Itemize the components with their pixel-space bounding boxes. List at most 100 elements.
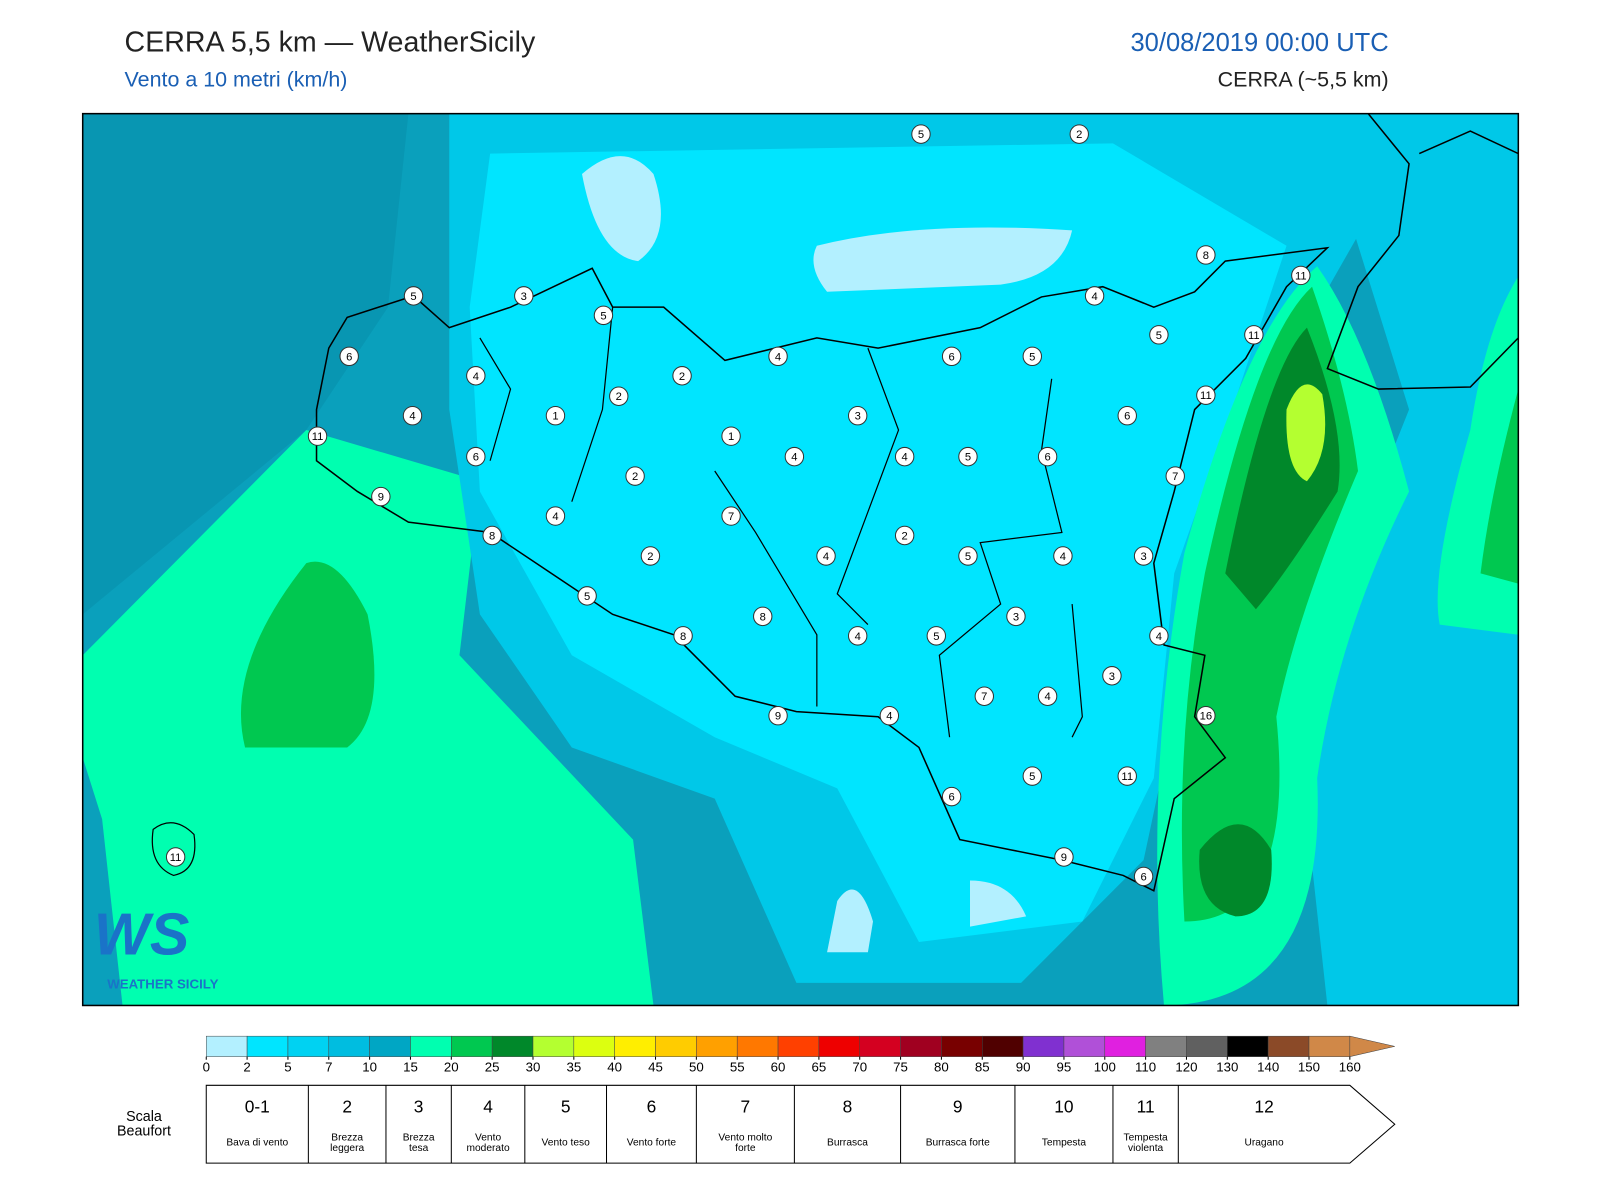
station-value: 8 [760, 611, 766, 623]
title: CERRA 5,5 km — WeatherSicily [125, 27, 536, 59]
field-dark-green [1199, 824, 1272, 917]
field-teal [82, 757, 123, 1006]
beaufort-name: Vento teso [542, 1137, 591, 1148]
station-marker [609, 386, 629, 406]
station: 4 [784, 446, 805, 467]
station-value: 4 [855, 631, 861, 643]
station-marker [1196, 705, 1216, 726]
colorbar: 0 2 5 7 10 15 20 25 30 35 40 45 50 55 60 65 70 75 80 85 90 95… [203, 1035, 1395, 1074]
station-value: 2 [616, 391, 622, 403]
station-value: 4 [775, 351, 781, 363]
station-marker [721, 426, 741, 446]
station-value: 3 [855, 411, 861, 423]
station-value: 5 [933, 631, 939, 643]
colorbar-segment [1145, 1035, 1187, 1057]
subtitle: Vento a 10 metri (km/h) [125, 68, 348, 92]
colorbar-segment [859, 1035, 901, 1057]
station-marker [926, 626, 947, 646]
field-calm [970, 880, 1027, 927]
beaufort-name: Uragano [1244, 1137, 1283, 1148]
station-marker [307, 426, 328, 446]
station-marker [847, 405, 868, 426]
beaufort-force: 6 [647, 1096, 657, 1116]
beaufort-title: Scala Beaufort [117, 1109, 171, 1139]
station-marker [911, 124, 931, 144]
station-value: 11 [312, 431, 324, 443]
colorbar-tick-label: 130 [1216, 1059, 1238, 1074]
station: 3 [514, 286, 534, 306]
station-value: 6 [1140, 871, 1146, 883]
colorbar-segment [410, 1035, 452, 1057]
station-marker [1196, 385, 1216, 405]
station: 5 [958, 546, 978, 566]
station: 2 [609, 386, 629, 406]
beaufort-force: 10 [1054, 1096, 1073, 1116]
station-value: 1 [552, 411, 558, 423]
station-marker [1022, 346, 1042, 367]
colorbar-segment [1227, 1035, 1269, 1057]
colorbar-tick-label: 75 [893, 1059, 908, 1074]
station-value: 5 [1029, 771, 1035, 783]
station-marker [941, 346, 962, 367]
beaufort-name: Brezza tesa [403, 1132, 435, 1153]
station: 1 [721, 426, 741, 446]
station: 2 [894, 525, 915, 546]
station-value: 5 [1156, 330, 1162, 342]
field-yellow [1286, 384, 1326, 482]
station: 4 [1037, 686, 1058, 706]
station-value: 3 [1140, 551, 1146, 563]
station: 6 [941, 346, 962, 367]
station-value: 6 [473, 452, 479, 464]
colorbar-tick-label: 40 [607, 1059, 622, 1074]
station-value: 5 [918, 129, 924, 141]
station: 2 [1069, 124, 1089, 144]
station-value: 6 [949, 792, 955, 804]
beaufort-name: Tempesta violenta [1124, 1132, 1169, 1153]
station-marker [879, 705, 900, 726]
station-value: 5 [1029, 351, 1035, 363]
beaufort-name: Bava di vento [226, 1137, 288, 1148]
beaufort-force: 7 [741, 1096, 751, 1116]
coastline-calabria [1326, 113, 1519, 390]
station-marker [1117, 766, 1137, 786]
station: 9 [768, 705, 788, 726]
station-marker [672, 366, 692, 386]
station-value: 3 [1013, 611, 1019, 623]
station-value: 9 [378, 492, 384, 504]
colorbar-segment [532, 1035, 575, 1057]
station-marker [545, 506, 566, 526]
colorbar-tick-label: 90 [1016, 1059, 1031, 1074]
beaufort-force: 8 [843, 1096, 853, 1116]
colorbar-tick-label: 20 [444, 1059, 459, 1074]
station-value: 4 [902, 452, 908, 464]
station: 4 [466, 366, 486, 386]
station-marker [894, 446, 915, 467]
coastline [315, 246, 1330, 892]
station-value: 2 [632, 471, 638, 483]
colorbar-segment [941, 1035, 983, 1057]
colorbar-segment [818, 1035, 860, 1057]
station-marker [1149, 626, 1169, 646]
colorbar-segment [573, 1035, 615, 1057]
station-marker [958, 446, 978, 467]
station-value: 6 [346, 351, 352, 363]
station-value: 16 [1200, 711, 1212, 723]
station: 7 [1165, 466, 1185, 486]
station: 6 [339, 346, 359, 367]
colorbar-tick-label: 25 [485, 1059, 500, 1074]
station-value: 4 [1060, 551, 1066, 563]
colorbar-tick-label: 60 [771, 1059, 786, 1074]
beaufort-name: Burrasca forte [926, 1137, 990, 1148]
station-marker [768, 705, 788, 726]
field-mint [82, 430, 654, 1006]
datetime: 30/08/2019 00:00 UTC [1130, 29, 1388, 57]
station: 1 [545, 405, 566, 426]
station: 4 [816, 546, 836, 566]
beaufort-force: 4 [483, 1096, 493, 1116]
beaufort-name: Brezza leggera [330, 1132, 364, 1153]
station: 8 [482, 525, 502, 546]
station-marker [974, 686, 995, 706]
station-marker [1291, 265, 1311, 286]
station-marker [768, 346, 788, 367]
